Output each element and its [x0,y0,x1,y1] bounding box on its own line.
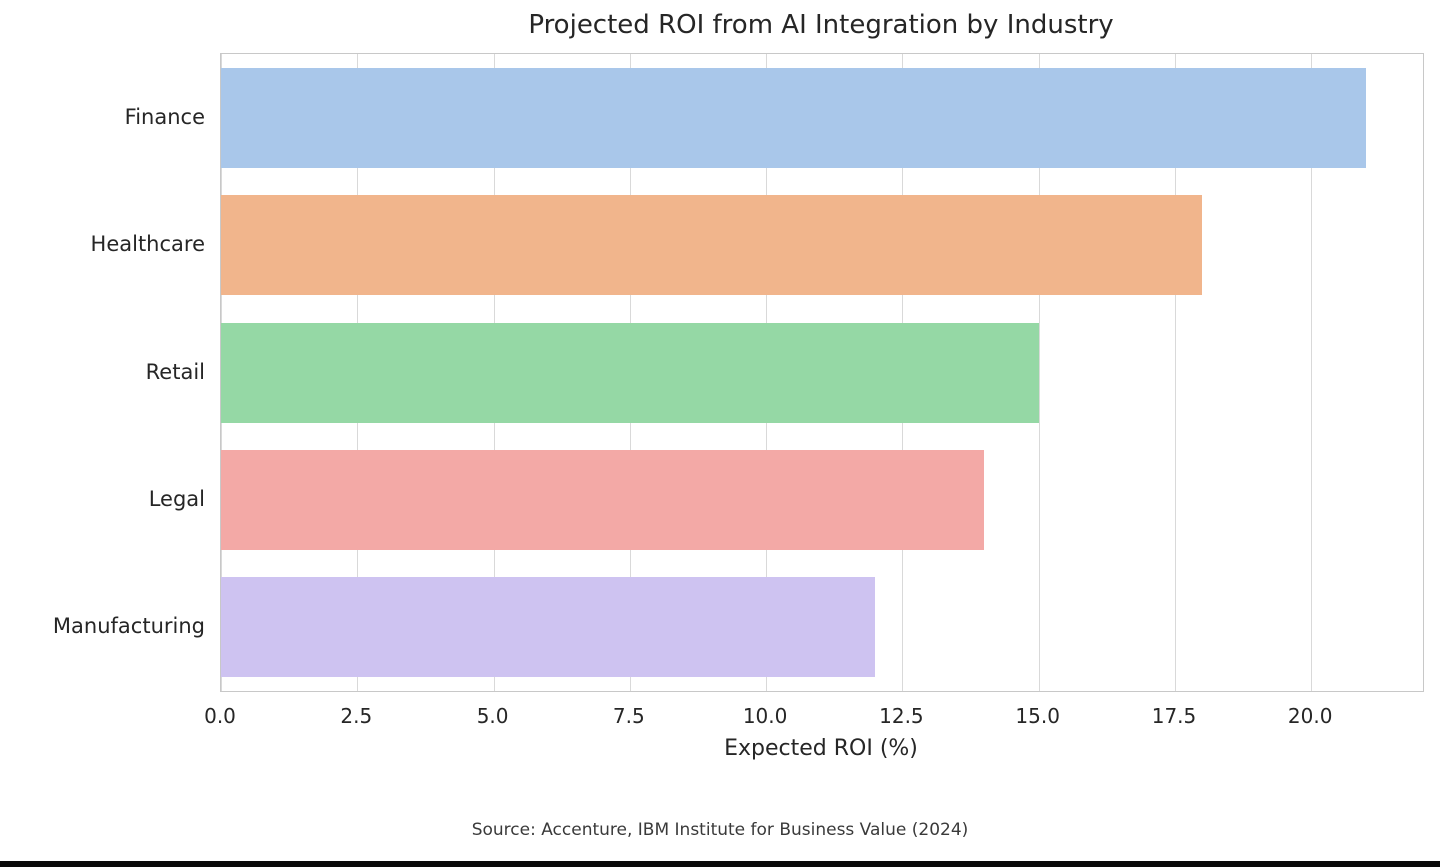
y-tick-label-healthcare: Healthcare [90,232,205,257]
x-tick-label-15.0: 15.0 [1015,704,1060,728]
x-tick-label-17.5: 17.5 [1151,704,1197,728]
plot-area [220,53,1424,692]
gridline-x-20.0 [1311,54,1313,691]
x-tick-label-12.5: 12.5 [879,704,924,728]
bar-legal [221,449,985,550]
chart-title: Projected ROI from AI Integration by Ind… [528,10,1114,40]
y-tick-label-finance: Finance [124,104,205,129]
x-tick-label-0.0: 0.0 [204,704,236,728]
y-tick-label-manufacturing: Manufacturing [52,614,205,639]
bar-finance [221,67,1366,168]
x-axis-label: Expected ROI (%) [724,736,918,761]
gridline-x-17.5 [1175,54,1176,691]
x-tick-label-5.0: 5.0 [476,704,509,728]
bar-manufacturing [221,577,876,678]
bottom-black-bar [0,861,1440,867]
bar-retail [221,322,1039,423]
y-tick-label-legal: Legal [148,486,205,511]
y-tick-label-retail: Retail [145,359,205,384]
bar-healthcare [221,195,1203,296]
x-tick-label-10.0: 10.0 [742,704,788,728]
source-note: Source: Accenture, IBM Institute for Bus… [471,820,969,840]
x-tick-label-2.5: 2.5 [340,704,373,728]
x-tick-label-7.5: 7.5 [612,704,645,728]
x-tick-label-20.0: 20.0 [1287,704,1333,728]
gridline-x-15.0 [1038,54,1040,691]
